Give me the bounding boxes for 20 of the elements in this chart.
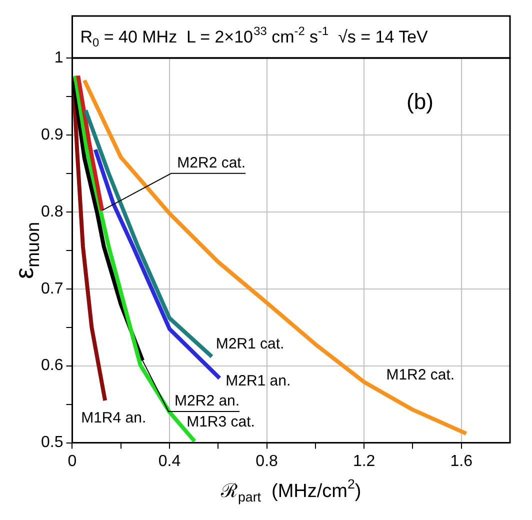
x-tick-label: 1.2 — [352, 452, 376, 470]
series-label: M2R1 cat. — [216, 336, 284, 353]
series-label: M1R2 cat. — [386, 366, 455, 384]
text: M2R2 cat. — [177, 154, 246, 172]
text: M2R2 an. — [174, 392, 240, 410]
y-tick-label: 0.8 — [40, 203, 64, 220]
series-label: M1R4 an. — [81, 410, 146, 427]
series-label: M2R1 an. — [226, 372, 291, 390]
series-label: M1R3 cat. — [186, 413, 255, 430]
annotation: (b) — [406, 89, 434, 114]
x-tick-label: 0 — [68, 452, 77, 470]
x-tick-label: 1.6 — [450, 452, 473, 470]
y-tick-label: 0.6 — [40, 357, 64, 374]
y-tick-label: 0.9 — [40, 126, 64, 144]
y-tick-label: 0.5 — [40, 434, 64, 452]
y-tick-label: 1 — [54, 49, 64, 66]
y-tick-label: 0.7 — [40, 280, 64, 298]
x-tick-label: 0.8 — [256, 452, 278, 470]
y-axis-title: εmuon — [9, 222, 43, 279]
x-tick-label: 0.4 — [158, 452, 181, 470]
